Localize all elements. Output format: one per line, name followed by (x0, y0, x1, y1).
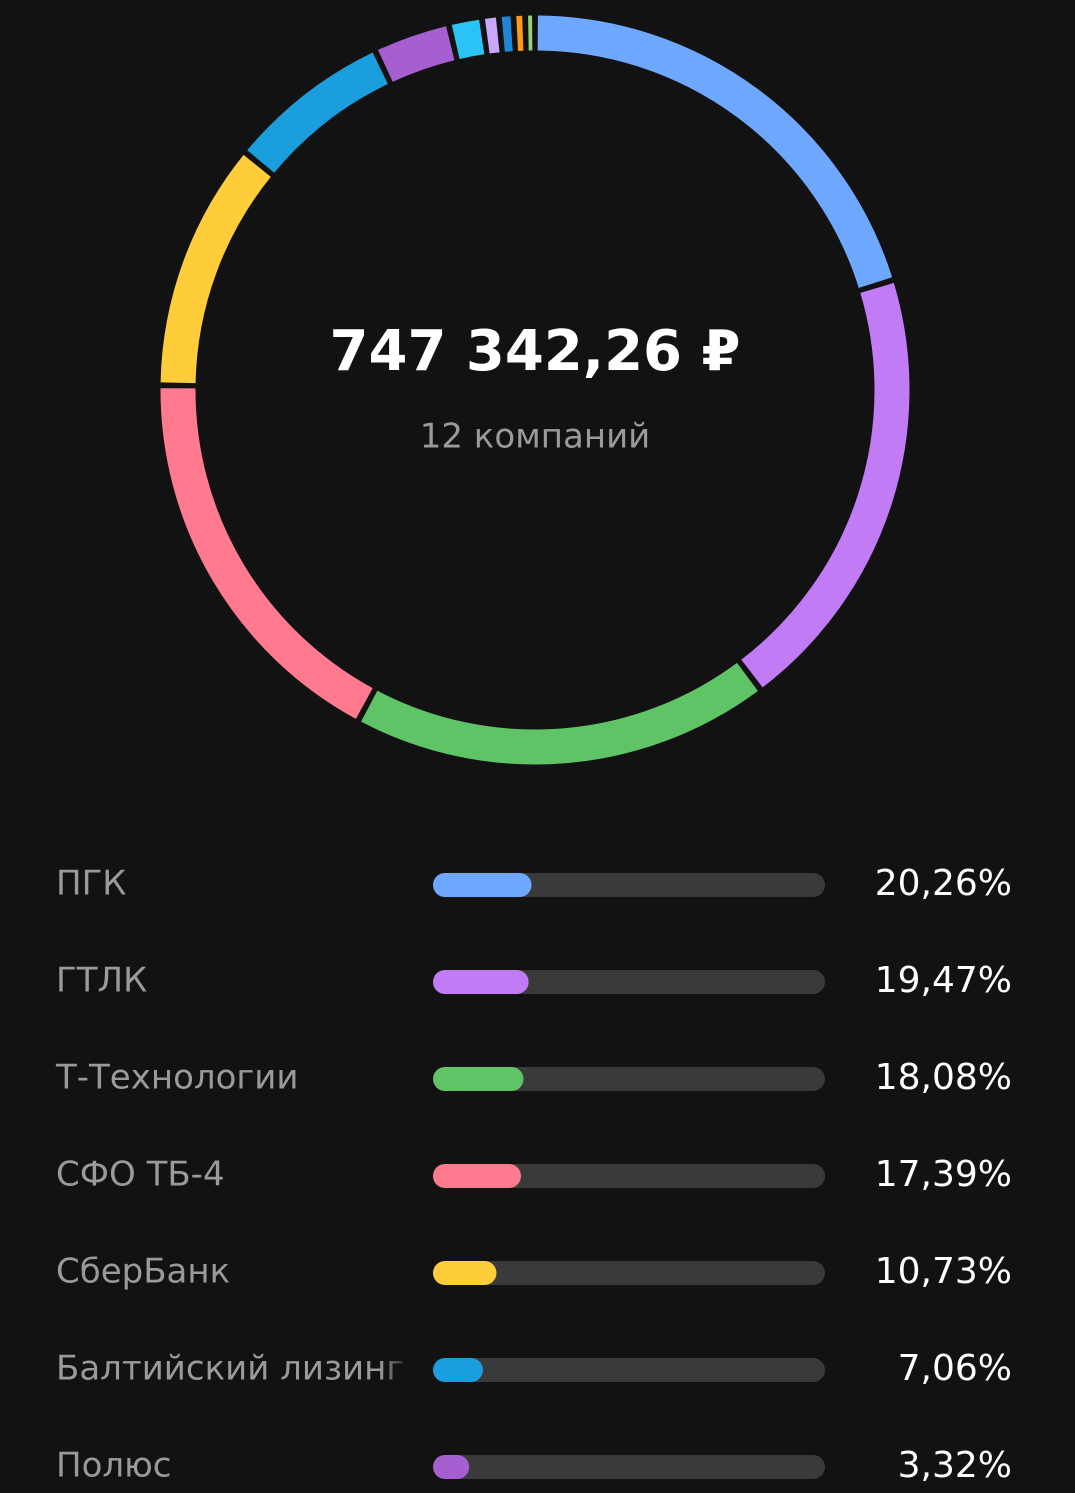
company-count: 12 компаний (420, 417, 651, 457)
holding-name: Т-Технологии (55, 1058, 298, 1098)
holding-name: СФО ТБ-4 (56, 1155, 225, 1195)
bar-track (433, 1455, 825, 1479)
bar-fill (433, 1067, 524, 1091)
holding-name: СберБанк (56, 1252, 230, 1292)
holding-share: 19,47% (875, 960, 1012, 1001)
holdings-list: ПГК ГТЛК Т-Технологии СФО ТБ-4 СберБанк Балти… (55, 840, 1012, 1493)
donut-segment (741, 282, 910, 688)
donut-segment (451, 19, 485, 60)
holding-share: 17,39% (875, 1154, 1012, 1195)
donut-segment (484, 17, 500, 54)
holding-name: Балтийский лизинг (56, 1349, 404, 1389)
holding-share: 7,06% (898, 1348, 1012, 1389)
holding-share: 18,08% (875, 1057, 1012, 1098)
holding-share: 3,32% (898, 1445, 1012, 1486)
holding-name: ГТЛК (56, 961, 147, 1001)
bar-fill (433, 1455, 470, 1479)
bar-track (433, 1261, 825, 1285)
bar-fill (433, 970, 529, 994)
holding-share: 20,26% (875, 863, 1012, 904)
row-labels: ПГК ГТЛК Т-Технологии СФО ТБ-4 СберБанк Балти… (55, 864, 404, 1486)
bar-track (433, 1164, 825, 1188)
bar-track (433, 1358, 825, 1382)
donut-segment (377, 26, 455, 82)
donut-segment (537, 15, 893, 288)
holding-share: 10,73% (875, 1251, 1012, 1292)
donut-segment (160, 388, 373, 719)
bar-fill (433, 873, 532, 897)
label-fade (380, 840, 412, 1493)
donut-segment (361, 662, 758, 765)
holding-name: ПГК (56, 864, 126, 904)
holding-name: Полюс (56, 1446, 171, 1486)
bar-track (433, 970, 825, 994)
donut-segment (160, 154, 271, 384)
portfolio-total: 747 342,26 ₽ (330, 319, 741, 384)
donut-segment (247, 52, 389, 173)
bar-fill (433, 1358, 483, 1382)
bar-track (433, 873, 825, 897)
bar-fill (433, 1164, 521, 1188)
donut-segment (501, 16, 513, 52)
bar-track (433, 1067, 825, 1091)
bar-fill (433, 1261, 497, 1285)
